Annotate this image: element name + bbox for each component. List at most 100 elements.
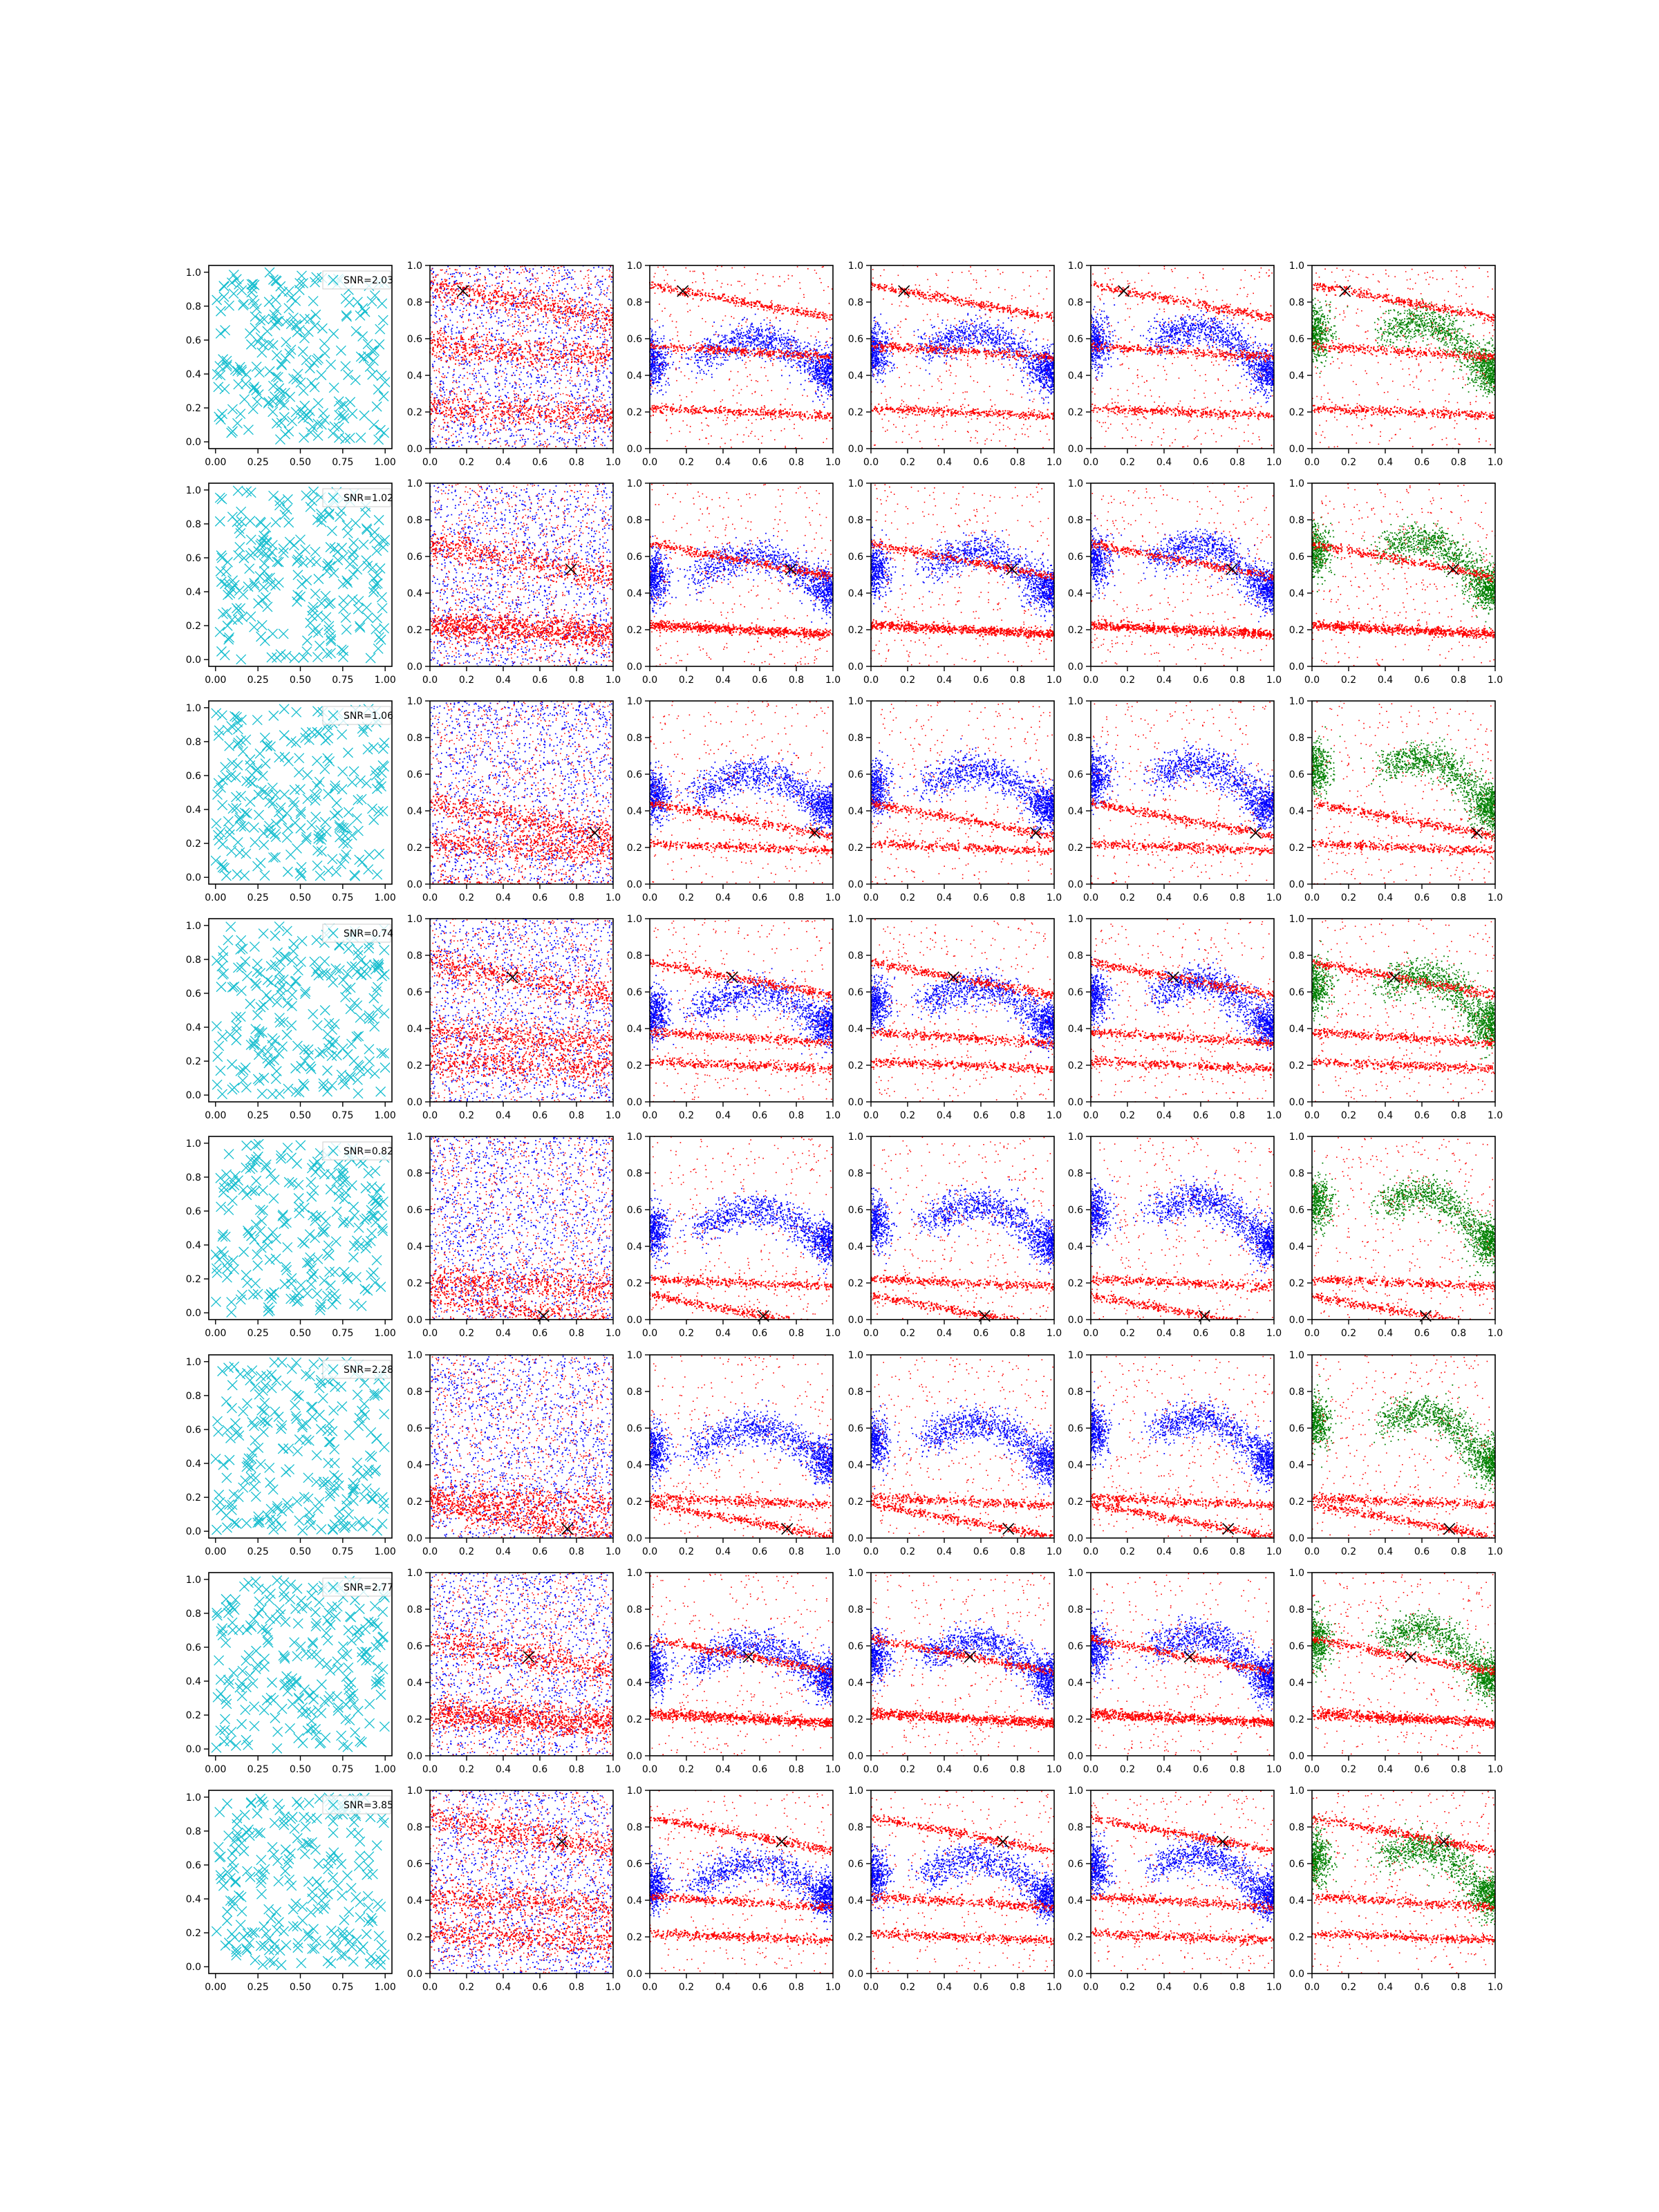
x-tick-label: 0.2 bbox=[1341, 892, 1356, 903]
plot-area bbox=[430, 701, 613, 884]
x-tick-label: 0.4 bbox=[1378, 1982, 1393, 1993]
x-tick-label: 0.2 bbox=[459, 1328, 474, 1339]
y-tick-label: 0.4 bbox=[627, 806, 642, 817]
y-tick-label: 0.4 bbox=[627, 1460, 642, 1471]
x-tick-label: 0.6 bbox=[973, 892, 988, 903]
y-tick-label: 0.0 bbox=[627, 1097, 642, 1108]
y-tick-label: 0.0 bbox=[1289, 1097, 1304, 1108]
y-tick-label: 0.4 bbox=[1289, 806, 1304, 817]
plot-area bbox=[1312, 1136, 1495, 1320]
y-tick-label: 0.8 bbox=[1289, 1822, 1304, 1833]
y-tick-label: 0.2 bbox=[848, 1497, 863, 1508]
x-tick-label: 0.6 bbox=[532, 1110, 547, 1121]
x-tick-label: 0.8 bbox=[789, 892, 804, 903]
y-tick-label: 0.8 bbox=[1068, 1822, 1083, 1833]
marker-x bbox=[677, 285, 689, 297]
x-tick-label: 0.0 bbox=[1083, 1982, 1098, 1993]
axes-r1-c4: 0.0 0.2 0.4 0.6 0.8 1.0 0.0 0.2 0.4 0.6 0.8 1.0 bbox=[1068, 478, 1282, 686]
x-tick-label: 1.0 bbox=[606, 892, 621, 903]
y-tick-label: 1.0 bbox=[1068, 1350, 1083, 1361]
x-tick-label: 0.25 bbox=[247, 1764, 269, 1775]
y-tick-label: 0.6 bbox=[186, 553, 201, 564]
y-tick-label: 1.0 bbox=[627, 696, 642, 707]
marker-x bbox=[997, 1835, 1009, 1848]
y-tick-label: 1.0 bbox=[407, 696, 422, 707]
y-tick-label: 0.8 bbox=[627, 1168, 642, 1179]
y-tick-label: 0.6 bbox=[848, 1423, 863, 1434]
y-tick-label: 0.8 bbox=[407, 1604, 422, 1615]
red-band-points bbox=[429, 1620, 614, 1743]
marker-x bbox=[1167, 971, 1179, 984]
x-tick-label: 0.2 bbox=[1120, 1546, 1135, 1557]
y-tick-label: 0.0 bbox=[848, 444, 863, 455]
y-tick-label: 0.8 bbox=[186, 301, 201, 312]
y-tick-label: 0.4 bbox=[627, 1241, 642, 1253]
x-tick-label: 0.8 bbox=[789, 1764, 804, 1775]
red-band-points bbox=[1090, 1814, 1275, 1946]
axes-r7-c0: SNR=3.85 0.00 0.25 0.50 0.75 1.00 0.0 0.2 0.4 0.6… bbox=[186, 1790, 396, 1993]
x-tick-label: 0.0 bbox=[422, 1546, 438, 1557]
y-tick-label: 0.2 bbox=[186, 1928, 201, 1939]
red-band-points bbox=[1311, 955, 1496, 1074]
x-tick-label: 0.2 bbox=[1341, 1546, 1356, 1557]
uniform-points bbox=[210, 1356, 391, 1536]
uniform-points bbox=[212, 267, 391, 445]
red-band-points bbox=[649, 1493, 834, 1539]
axes-frame bbox=[429, 1790, 614, 1974]
legend-marker-icon bbox=[328, 1145, 339, 1156]
axes-r6-c2: 0.0 0.2 0.4 0.6 0.8 1.0 0.0 0.2 0.4 0.6 0.8 1.0 bbox=[627, 1568, 841, 1775]
red-noise-points bbox=[1090, 919, 1275, 1103]
y-tick-label: 0.4 bbox=[1289, 1024, 1304, 1035]
x-tick-label: 1.0 bbox=[1047, 1982, 1062, 1993]
y-tick-label: 0.0 bbox=[1068, 1969, 1083, 1980]
y-tick-label: 0.6 bbox=[848, 987, 863, 998]
y-tick-label: 0.0 bbox=[627, 1315, 642, 1326]
axes-r0-c2: 0.0 0.2 0.4 0.6 0.8 1.0 0.0 0.2 0.4 0.6 0.8 1.0 bbox=[627, 261, 841, 468]
y-tick-label: 0.2 bbox=[1289, 1278, 1304, 1289]
x-tick-label: 0.6 bbox=[1193, 675, 1208, 686]
y-tick-label: 0.2 bbox=[186, 403, 201, 414]
y-tick-label: 0.2 bbox=[627, 1714, 642, 1725]
green-points bbox=[1311, 516, 1496, 628]
y-tick-label: 0.8 bbox=[848, 1168, 863, 1179]
marker-x bbox=[1339, 285, 1351, 297]
x-tick-label: 0.4 bbox=[1156, 1764, 1172, 1775]
x-tick-label: 0.8 bbox=[1451, 1764, 1466, 1775]
blue-points bbox=[649, 532, 834, 624]
axes-frame bbox=[870, 918, 1055, 1103]
axes-r3-c5: 0.0 0.2 0.4 0.6 0.8 1.0 0.0 0.2 0.4 0.6 0.8 1.0 bbox=[1289, 914, 1503, 1121]
x-tick-label: 0.6 bbox=[973, 1982, 988, 1993]
y-tick-label: 0.0 bbox=[186, 1090, 201, 1101]
legend-marker-icon bbox=[328, 492, 339, 503]
axes-r2-c0: SNR=1.06 0.00 0.25 0.50 0.75 1.00 0.0 0.2 0.4 0.6… bbox=[186, 700, 396, 903]
x-tick-label: 0.00 bbox=[205, 1982, 226, 1993]
x-tick-label: 0.8 bbox=[569, 1764, 584, 1775]
x-tick-label: 0.4 bbox=[1378, 892, 1393, 903]
x-tick-label: 0.0 bbox=[863, 1110, 879, 1121]
x-tick-label: 0.8 bbox=[1010, 1982, 1025, 1993]
x-tick-label: 0.2 bbox=[1120, 892, 1135, 903]
x-tick-label: 0.2 bbox=[679, 892, 694, 903]
y-tick-label: 0.4 bbox=[186, 1240, 201, 1251]
marker-x bbox=[1438, 1835, 1450, 1848]
y-tick-label: 1.0 bbox=[627, 261, 642, 272]
legend-label: SNR=0.74 bbox=[344, 928, 393, 939]
marker-x bbox=[1002, 1523, 1015, 1535]
y-tick-label: 0.4 bbox=[848, 1460, 863, 1471]
blue-points bbox=[429, 1572, 614, 1756]
x-tick-label: 1.0 bbox=[825, 675, 841, 686]
x-tick-label: 0.2 bbox=[679, 1546, 694, 1557]
red-band-points bbox=[870, 538, 1055, 641]
x-tick-label: 0.6 bbox=[973, 1546, 988, 1557]
red-band-points bbox=[1090, 1493, 1275, 1539]
x-tick-label: 0.75 bbox=[332, 1110, 353, 1121]
x-tick-label: 0.6 bbox=[752, 457, 767, 468]
y-tick-label: 0.4 bbox=[627, 588, 642, 599]
x-tick-label: 0.8 bbox=[569, 675, 584, 686]
axes-r4-c0: SNR=0.82 0.00 0.25 0.50 0.75 1.00 0.0 0.2 0.4 0.6… bbox=[186, 1136, 396, 1339]
y-tick-label: 0.2 bbox=[1289, 407, 1304, 418]
x-tick-label: 0.4 bbox=[1156, 675, 1172, 686]
x-tick-label: 0.50 bbox=[290, 1328, 311, 1339]
marker-x bbox=[1006, 563, 1018, 576]
y-tick-label: 0.8 bbox=[1289, 515, 1304, 526]
